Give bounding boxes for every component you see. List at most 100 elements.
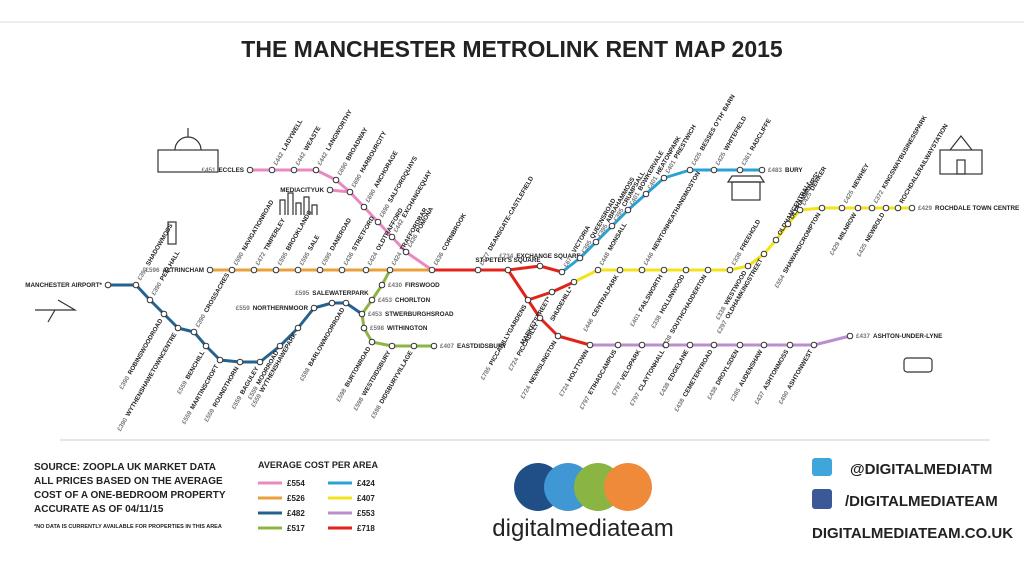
station-price: £424 (390, 251, 403, 267)
station-name: ANCHORAGE (373, 150, 400, 189)
station-dot (202, 342, 210, 350)
facebook-icon[interactable] (812, 489, 832, 509)
station-dot (882, 204, 890, 212)
station-text: £734 EXCHANGE SQUARE (499, 253, 580, 260)
station-price: £559 (181, 409, 194, 425)
station-dot (908, 204, 916, 212)
station-price: £390 (116, 416, 129, 432)
station-dot (682, 266, 690, 274)
station-dot (346, 188, 354, 196)
station-dot (272, 266, 280, 274)
station-name: LADYWELL (281, 118, 305, 152)
twitter-handle[interactable]: @DIGITALMEDIATM (850, 461, 992, 478)
station-price: £442 (294, 151, 307, 167)
station-text: £390CROSSACRES (194, 272, 231, 329)
station-name: ALTRINCHAM (162, 267, 204, 274)
station-name: ASHTONWEST (786, 349, 814, 391)
station-name: CORNBROOK (441, 212, 468, 252)
station-name: MILNROW (837, 212, 858, 242)
station-text: £429MILNROW (829, 212, 859, 257)
station-text: £559 NORTHERNMOOR (236, 305, 309, 312)
station-name: CROSSACRES (203, 272, 231, 314)
station-price: £425 (690, 151, 703, 167)
station-price: £690 (378, 203, 391, 219)
station-dot (758, 166, 766, 174)
station-dot (338, 266, 346, 274)
station-name: PICCADILLYGARDENS (488, 304, 528, 367)
legend-cost: £424 (357, 479, 375, 488)
station-dot (642, 190, 650, 198)
facebook-handle[interactable]: /DIGITALMEDIATEAM (845, 493, 998, 510)
station-price: £472 (254, 251, 267, 267)
source: SOURCE: ZOOPLA UK MARKET DATA ALL PRICES… (34, 462, 226, 530)
station-price: £429 (918, 205, 933, 212)
station-price: £595 (295, 290, 310, 297)
source-line: COST OF A ONE-BEDROOM PROPERTY (34, 490, 226, 501)
station-price: £448 (598, 251, 611, 267)
station-dot (548, 288, 556, 296)
station-dot (368, 296, 376, 304)
station-dot (104, 281, 112, 289)
source-line: ACCURATE AS OF 04/11/15 (34, 504, 164, 515)
station-label: £401BOWKERVALE (628, 150, 665, 207)
station-dot (570, 278, 578, 286)
station-label: £446CENTRALPARK (582, 273, 621, 333)
website[interactable]: DIGITALMEDIATEAM.CO.UK (812, 525, 1013, 542)
station-text: £453 STWERBURGHSROAD (368, 311, 454, 318)
legend-cost: £517 (287, 524, 305, 533)
station-price: £372 (872, 189, 885, 205)
station-label: £636CORNBROOK (432, 212, 468, 267)
station-text: £372KINGSWAYBUSINESSPARK (872, 114, 928, 205)
station-price: £425 (856, 242, 869, 258)
station-text: £636CORNBROOK (432, 212, 468, 267)
station-price: £598 (335, 387, 348, 403)
station-text: £437 ASHTON-UNDER-LYNE (856, 333, 942, 340)
station-dot (236, 358, 244, 366)
station-price: £338 (730, 251, 743, 267)
station-price: £424 (366, 251, 379, 267)
station-dot (362, 266, 370, 274)
station-dot (360, 324, 368, 332)
station-text: £338SOUTHCHADDERTON (661, 273, 709, 349)
station-dot (868, 204, 876, 212)
legend-cost: £553 (357, 509, 375, 518)
station-price: £437 (856, 333, 871, 340)
station-dot (576, 254, 584, 262)
station-name: MANCHESTER AIRPORT* (25, 282, 102, 289)
station-dot (710, 341, 718, 349)
station-dot (360, 203, 368, 211)
station-dot (660, 174, 668, 182)
station-text: ST PETER'S SQUARE (475, 257, 540, 264)
station-price: £559 (203, 407, 216, 423)
source-note: *NO DATA IS CURRENTLY AVAILABLE FOR PROP… (34, 524, 222, 530)
station-dot (710, 166, 718, 174)
station-dot (624, 206, 632, 214)
station-name: VELOPARK (619, 348, 643, 382)
station-price: £598 (370, 404, 383, 420)
station-price: £453 (368, 311, 383, 318)
station-price: £690 (350, 173, 363, 189)
station-label: £598DIDSBURYVILLAGE (370, 350, 415, 420)
station-dot (228, 266, 236, 274)
station-name: NEWBOLD (864, 211, 887, 243)
station-name: ASHTON-UNDER-LYNE (873, 333, 942, 340)
station-name: FREEHOLD (739, 218, 763, 252)
station-price: £361 (740, 151, 753, 167)
station-dot (374, 218, 382, 226)
twitter-icon[interactable] (812, 458, 832, 476)
station-dot (310, 304, 318, 312)
station-dot (256, 358, 264, 366)
station-name: KINGSWAYBUSINESSPARK (881, 114, 929, 190)
station-name: CHORLTON (395, 297, 431, 304)
station-price: £596 (145, 267, 160, 274)
station-name: MEDIACITYUK (280, 187, 324, 194)
legend-cost: £526 (287, 494, 305, 503)
station-label: £372KINGSWAYBUSINESSPARK (872, 114, 928, 205)
station-text: £595SALE (298, 234, 321, 267)
station-text: £595 SALEWATERPARK (295, 290, 369, 297)
station-dot (810, 341, 818, 349)
station-name: DEANSGATE-CASTLEFIELD (487, 175, 536, 252)
station-text: MEDIACITYUK (280, 187, 324, 194)
station-dot (594, 266, 602, 274)
station-dot (614, 341, 622, 349)
